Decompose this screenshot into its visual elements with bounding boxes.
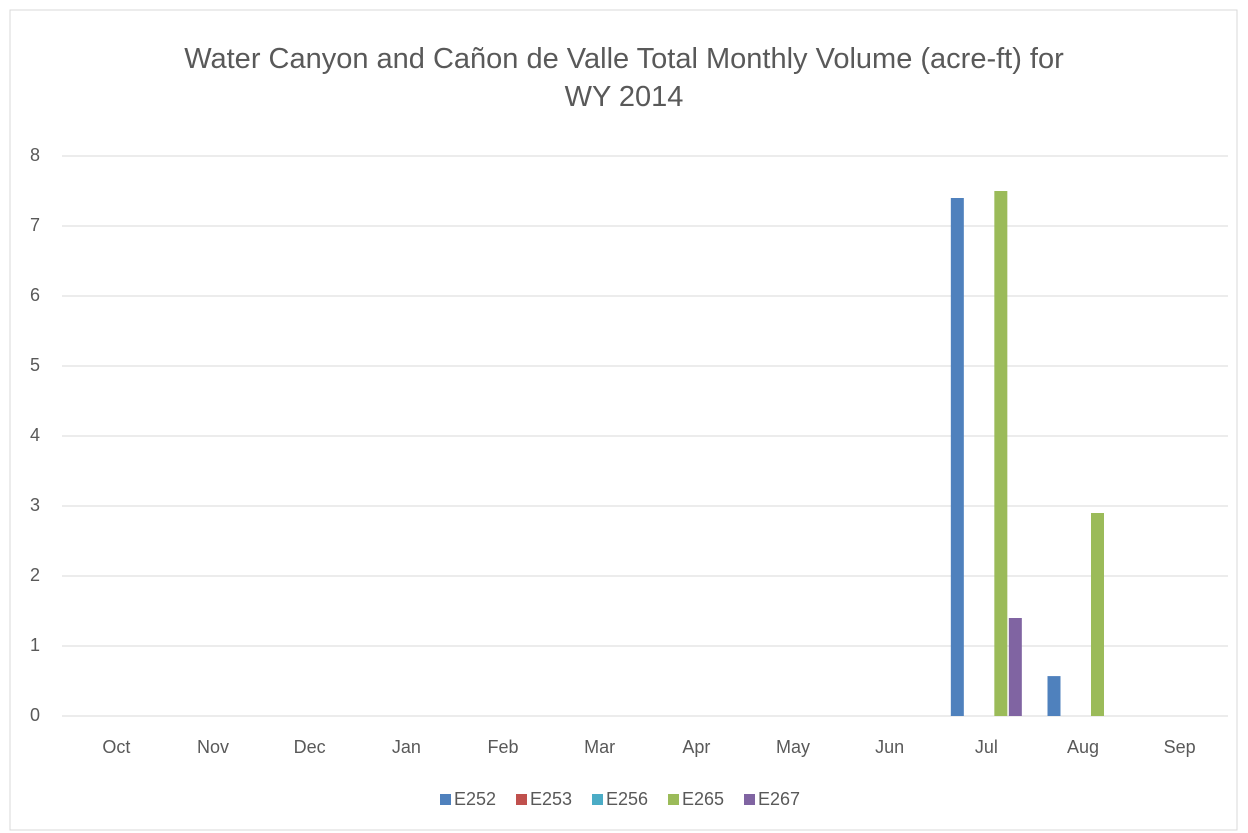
x-tick-label: Aug bbox=[1067, 737, 1099, 757]
y-tick-label: 1 bbox=[30, 635, 40, 655]
x-tick-label: Feb bbox=[487, 737, 518, 757]
x-tick-label: Nov bbox=[197, 737, 229, 757]
legend-label: E267 bbox=[758, 789, 800, 809]
y-tick-label: 7 bbox=[30, 215, 40, 235]
y-tick-label: 5 bbox=[30, 355, 40, 375]
x-tick-label: Apr bbox=[682, 737, 710, 757]
bar bbox=[1091, 513, 1104, 716]
legend-label: E252 bbox=[454, 789, 496, 809]
bar bbox=[1008, 618, 1022, 716]
bar bbox=[994, 191, 1008, 716]
bar bbox=[950, 198, 964, 716]
x-tick-label: Jan bbox=[392, 737, 421, 757]
chart-border bbox=[9, 9, 1238, 831]
x-tick-label: Jul bbox=[975, 737, 998, 757]
y-tick-label: 6 bbox=[30, 285, 40, 305]
x-tick-label: Oct bbox=[102, 737, 130, 757]
chart-title: Water Canyon and Cañon de Valle Total Mo… bbox=[184, 43, 1064, 113]
legend-swatch bbox=[744, 794, 755, 805]
y-tick-label: 3 bbox=[30, 495, 40, 515]
x-tick-label: Jun bbox=[875, 737, 904, 757]
x-tick-label: May bbox=[776, 737, 810, 757]
y-tick-label: 0 bbox=[30, 705, 40, 725]
y-tick-label: 4 bbox=[30, 425, 40, 445]
legend-swatch bbox=[668, 794, 679, 805]
legend-label: E253 bbox=[530, 789, 572, 809]
bar bbox=[1047, 676, 1061, 716]
legend-label: E265 bbox=[682, 789, 724, 809]
legend-swatch bbox=[592, 794, 603, 805]
x-tick-label: Sep bbox=[1164, 737, 1196, 757]
x-tick-label: Dec bbox=[294, 737, 326, 757]
y-tick-label: 8 bbox=[30, 145, 40, 165]
legend-swatch bbox=[440, 794, 451, 805]
y-tick-label: 2 bbox=[30, 565, 40, 585]
legend-label: E256 bbox=[606, 789, 648, 809]
x-tick-label: Mar bbox=[584, 737, 615, 757]
legend-swatch bbox=[516, 794, 527, 805]
